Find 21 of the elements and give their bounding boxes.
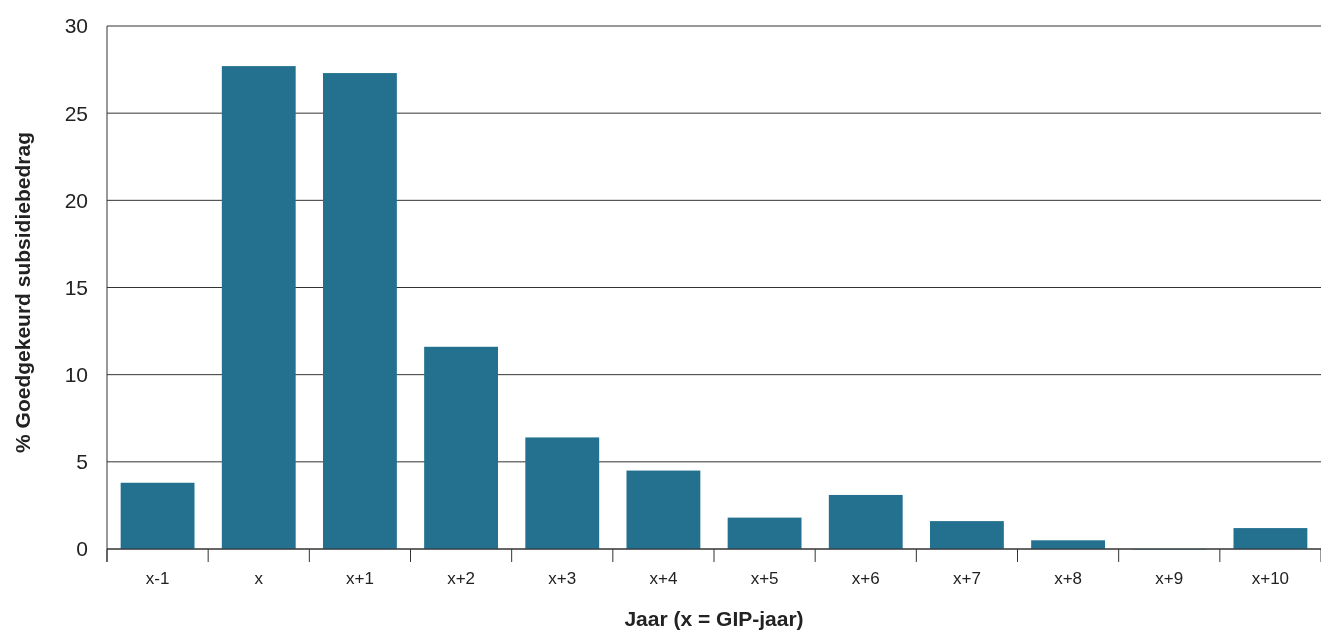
x-axis-title: Jaar (x = GIP-jaar) — [624, 607, 804, 630]
y-tick-label: 5 — [76, 450, 88, 474]
x-tick-label: x-1 — [145, 569, 170, 588]
y-tick-label: 10 — [64, 363, 88, 387]
y-tick-label: 0 — [76, 537, 88, 561]
x-tick-label: x+7 — [952, 569, 981, 588]
x-tick-label: x+6 — [851, 569, 880, 588]
y-tick-label: 30 — [64, 14, 88, 38]
x-tick-label: x — [254, 569, 264, 588]
y-tick-label: 15 — [64, 275, 88, 299]
x-tick-label: x+10 — [1251, 569, 1290, 588]
x-tick-label: x+5 — [750, 569, 779, 588]
y-axis-title: % Goedgekeurd subsidiebedrag — [11, 132, 34, 453]
x-tick-label: x+4 — [649, 569, 678, 588]
x-tick-label: x+3 — [548, 569, 577, 588]
y-tick-label: 25 — [64, 101, 88, 125]
y-tick-label: 20 — [64, 188, 88, 212]
x-tick-label: x+1 — [345, 569, 374, 588]
x-tick-label: x+8 — [1054, 569, 1083, 588]
x-tick-label: x+2 — [447, 569, 476, 588]
x-tick-label: x+9 — [1155, 569, 1184, 588]
